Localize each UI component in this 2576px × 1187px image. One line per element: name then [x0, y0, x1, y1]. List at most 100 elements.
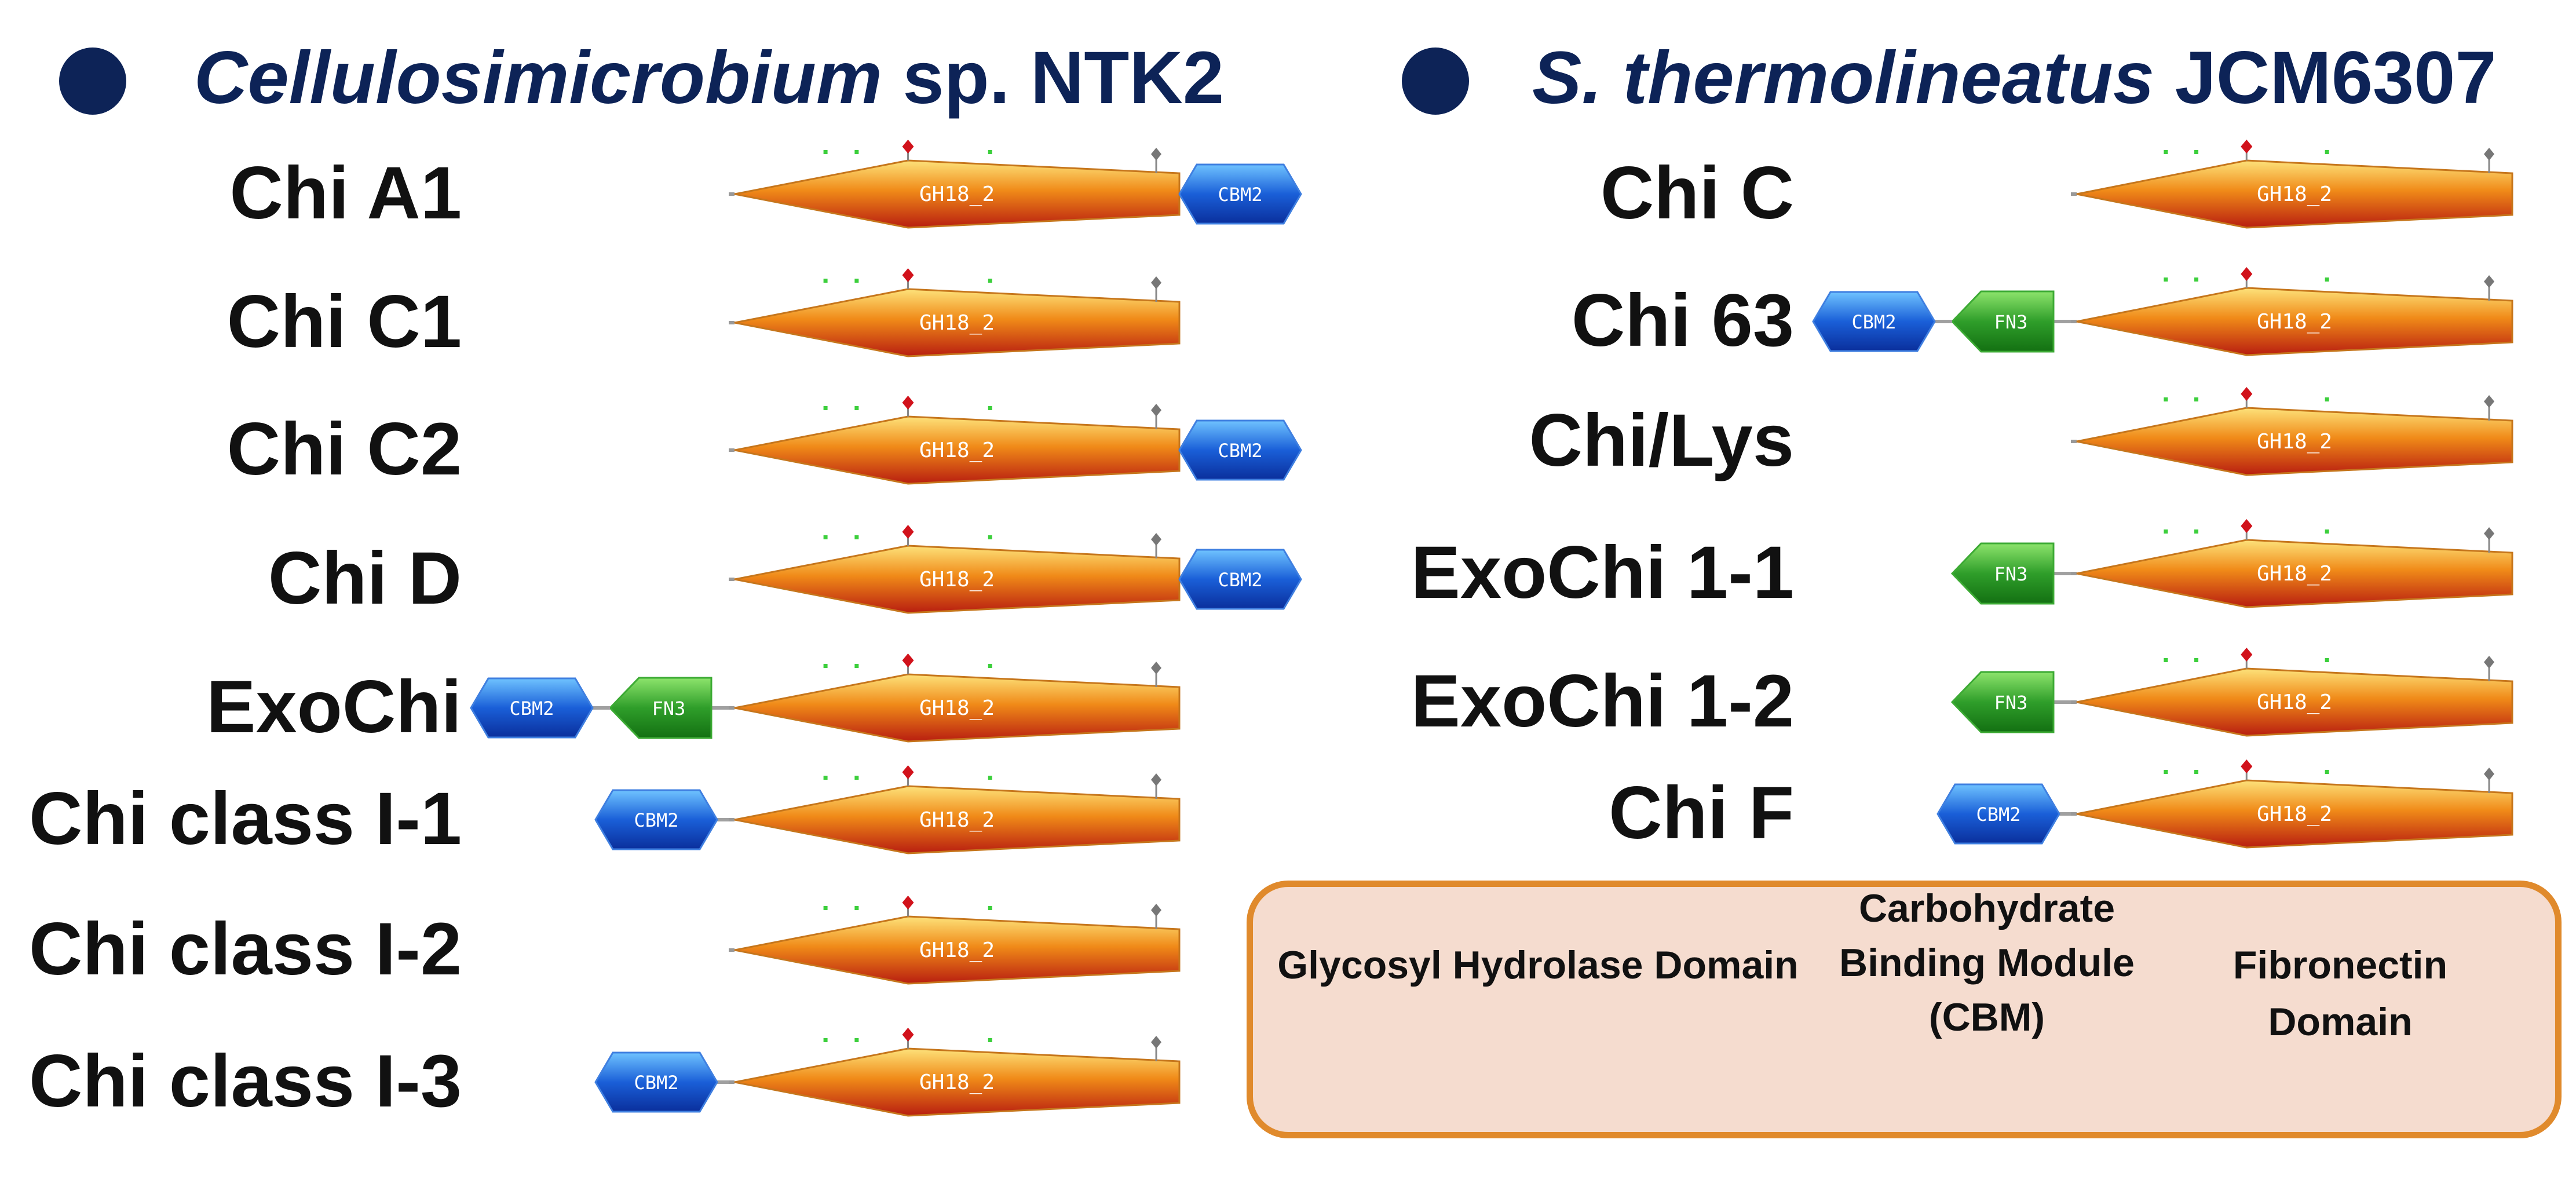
fn3-domain-label: FN3: [1994, 692, 2028, 714]
protein-row: Chi D GH18_2 CBM2: [268, 525, 1302, 620]
site-marker: [854, 279, 859, 283]
gh18-domain: GH18_2: [2071, 519, 2513, 608]
site-marker: [988, 406, 992, 410]
legend-fn-line1: Fibronectin: [2232, 943, 2448, 987]
gh18-domain-label: GH18_2: [919, 311, 995, 335]
active-site-marker: [902, 896, 914, 910]
cbm2-domain-label: CBM2: [1218, 569, 1262, 591]
gh18-domain-label: GH18_2: [2257, 802, 2332, 826]
site-marker: [2164, 770, 2168, 774]
end-marker: [2484, 656, 2494, 669]
gh18-domain-label: GH18_2: [2257, 691, 2332, 714]
site-marker: [2194, 658, 2199, 662]
protein-row: Chi 63 FN3 CBM2 GH18_2: [1572, 267, 2513, 362]
fn3-domain-label: FN3: [1994, 311, 2028, 333]
gh18-domain: GH18_2: [729, 525, 1181, 614]
site-marker: [2325, 277, 2329, 282]
active-site-marker: [2241, 140, 2253, 154]
fn3-domain: FN3: [608, 677, 712, 739]
fn3-domain: FN3: [1950, 671, 2055, 733]
legend-cbm-line3: (CBM): [1928, 995, 2045, 1039]
legend-cbm-line1: Carbohydrate: [1858, 886, 2115, 930]
active-site-marker: [902, 1028, 914, 1042]
active-site-marker: [902, 525, 914, 539]
gh18-domain: GH18_2: [729, 140, 1181, 229]
site-marker: [2325, 658, 2329, 662]
site-marker: [823, 279, 828, 283]
active-site-marker: [2241, 267, 2253, 281]
active-site-marker: [2241, 387, 2253, 401]
site-marker: [2164, 277, 2168, 282]
site-marker: [2325, 397, 2329, 401]
site-marker: [988, 664, 992, 668]
cbm2-domain-label: CBM2: [1218, 184, 1262, 206]
gh18-domain: GH18_2: [729, 896, 1181, 985]
site-marker: [2325, 150, 2329, 154]
cbm2-domain-label: CBM2: [634, 809, 678, 831]
protein-row: Chi class I-3 CBM2 GH18_2: [29, 1028, 1181, 1123]
group-bullet-left: [59, 48, 126, 115]
site-marker: [823, 150, 828, 154]
active-site-marker: [902, 268, 914, 282]
fn3-domain: FN3: [1950, 542, 2055, 605]
gh18-domain: GH18_2: [729, 268, 1181, 357]
protein-row: Chi C2 GH18_2 CBM2: [227, 396, 1302, 491]
gh18-domain: GH18_2: [2071, 648, 2513, 737]
site-marker: [2164, 529, 2168, 534]
protein-name: Chi 63: [1572, 279, 1794, 362]
group-title-left: Cellulosimicrobium sp. NTK2: [194, 36, 1224, 119]
protein-name: ExoChi 1-2: [1411, 660, 1795, 743]
protein-row: Chi C1 GH18_2: [227, 268, 1181, 363]
protein-name: ExoChi 1-1: [1411, 531, 1795, 614]
site-marker: [988, 776, 992, 780]
site-marker: [823, 1038, 828, 1042]
active-site-marker: [2241, 759, 2253, 773]
protein-name: Chi C: [1601, 152, 1794, 235]
protein-row: Chi/Lys GH18_2: [1529, 387, 2513, 482]
site-marker: [854, 664, 859, 668]
cbm2-domain: CBM2: [1178, 549, 1302, 610]
site-marker: [2194, 770, 2199, 774]
site-marker: [988, 1038, 992, 1042]
protein-name: ExoChi: [206, 666, 462, 748]
gh18-domain-label: GH18_2: [919, 808, 995, 832]
cbm2-domain-label: CBM2: [509, 697, 554, 719]
gh18-domain-label: GH18_2: [2257, 562, 2332, 586]
site-marker: [988, 535, 992, 539]
gh18-domain-label: GH18_2: [919, 439, 995, 462]
active-site-marker: [902, 653, 914, 667]
end-marker: [2484, 527, 2494, 540]
active-site-marker: [2241, 519, 2253, 533]
cbm2-domain: CBM2: [1812, 291, 1936, 352]
protein-name: Chi F: [1609, 772, 1794, 854]
gh18-domain: GH18_2: [729, 765, 1181, 854]
end-marker: [1151, 773, 1161, 787]
protein-name: Chi class I-2: [29, 908, 462, 991]
gh18-domain-label: GH18_2: [2257, 182, 2332, 206]
active-site-marker: [902, 765, 914, 779]
site-marker: [854, 776, 859, 780]
protein-name: Chi A1: [229, 152, 462, 235]
active-site-marker: [902, 140, 914, 154]
end-marker: [1151, 662, 1161, 675]
end-marker: [1151, 276, 1161, 290]
site-marker: [823, 906, 828, 910]
protein-name: Chi C2: [227, 408, 462, 491]
legend-cbm-line2: Binding Module: [1839, 941, 2135, 985]
end-marker: [2484, 768, 2494, 781]
protein-row: ExoChi 1-2 FN3 GH18_2: [1411, 648, 2513, 743]
end-marker: [1151, 533, 1161, 546]
end-marker: [1151, 904, 1161, 917]
site-marker: [2164, 658, 2168, 662]
site-marker: [823, 664, 828, 668]
site-marker: [988, 150, 992, 154]
end-marker: [1151, 1036, 1161, 1049]
protein-row: Chi A1 GH18_2 CBM2: [229, 140, 1302, 235]
gh18-domain-label: GH18_2: [919, 182, 995, 206]
site-marker: [2164, 397, 2168, 401]
end-marker: [2484, 275, 2494, 288]
cbm2-domain: CBM2: [1178, 419, 1302, 481]
gh18-domain-label: GH18_2: [2257, 310, 2332, 334]
gh18-domain: GH18_2: [2071, 267, 2513, 356]
